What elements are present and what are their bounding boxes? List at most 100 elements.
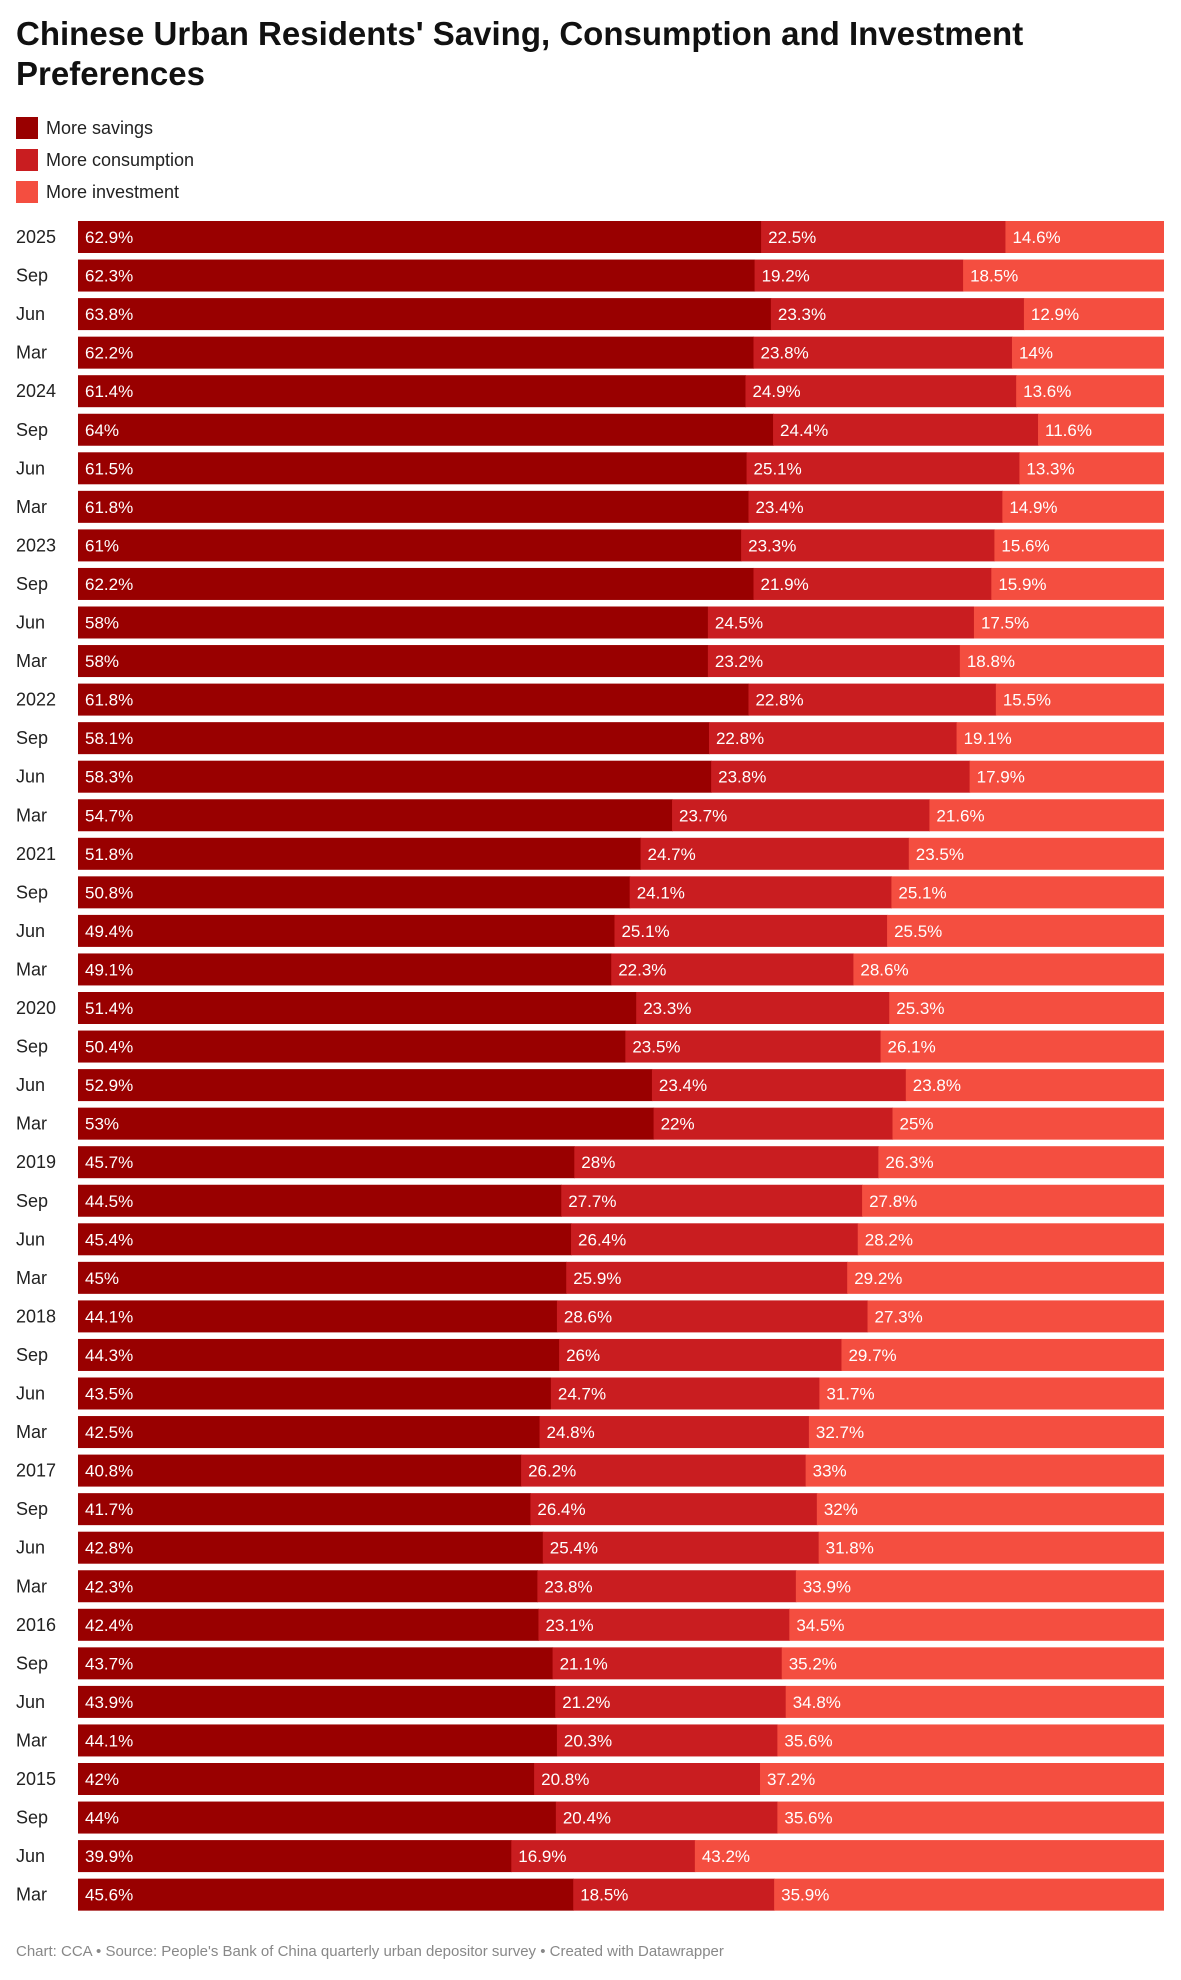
bar-segment-more-investment xyxy=(880,1030,1164,1063)
bar-segment-more-investment xyxy=(956,722,1164,755)
data-label-more-investment: 26.1% xyxy=(888,1038,936,1057)
data-label-more-savings: 44.1% xyxy=(85,1307,133,1326)
bar-row: Sep 44.3% 26% 29.7% xyxy=(16,1338,1164,1371)
bar-segment-more-consumption xyxy=(614,914,888,947)
category-label: 2016 xyxy=(16,1615,56,1635)
bar-segment-more-savings xyxy=(78,1338,560,1371)
legend-swatch-consumption xyxy=(16,149,38,171)
data-label-more-consumption: 26.2% xyxy=(528,1462,576,1481)
data-label-more-investment: 25.5% xyxy=(894,922,942,941)
data-label-more-savings: 44.1% xyxy=(85,1731,133,1750)
bar-segment-more-savings xyxy=(78,1570,538,1603)
bar-segment-more-consumption xyxy=(550,1377,820,1410)
data-label-more-investment: 23.5% xyxy=(916,845,964,864)
bar-row: 2025 62.9% 22.5% 14.6% xyxy=(16,221,1164,253)
bar-segment-more-investment xyxy=(889,992,1164,1024)
bar-row: Jun 63.8% 23.3% 12.9% xyxy=(16,298,1164,331)
data-label-more-savings: 58% xyxy=(85,652,119,671)
bar-segment-more-savings xyxy=(78,1454,522,1487)
category-label: Jun xyxy=(16,1229,45,1249)
legend-item-investment: More investment xyxy=(16,176,194,208)
data-label-more-savings: 42.3% xyxy=(85,1577,133,1596)
data-label-more-consumption: 22.8% xyxy=(755,691,803,710)
data-label-more-savings: 62.9% xyxy=(85,228,133,247)
bar-segment-more-investment xyxy=(908,837,1164,870)
bar-segment-more-savings xyxy=(78,413,774,446)
data-label-more-consumption: 21.1% xyxy=(560,1654,608,1673)
category-label: Mar xyxy=(16,343,47,363)
bar-segment-more-investment xyxy=(808,1416,1164,1449)
data-label-more-savings: 63.8% xyxy=(85,305,133,324)
bar-segment-more-savings xyxy=(78,1685,556,1718)
category-label: Jun xyxy=(16,1692,45,1712)
category-label: Jun xyxy=(16,613,45,633)
bar-segment-more-consumption xyxy=(534,1763,761,1795)
bar-row: Jun 42.8% 25.4% 31.8% xyxy=(16,1531,1164,1564)
data-label-more-investment: 33.9% xyxy=(803,1577,851,1596)
bar-segment-more-savings xyxy=(78,1878,574,1911)
bar-segment-more-consumption xyxy=(640,837,910,870)
bar-row: Jun 45.4% 26.4% 28.2% xyxy=(16,1223,1164,1256)
data-label-more-savings: 42.8% xyxy=(85,1539,133,1558)
data-label-more-consumption: 24.1% xyxy=(637,883,685,902)
data-label-more-savings: 45% xyxy=(85,1269,119,1288)
bar-segment-more-savings xyxy=(78,1069,653,1102)
bar-row: Sep 43.7% 21.1% 35.2% xyxy=(16,1647,1164,1680)
category-label: 2019 xyxy=(16,1152,56,1172)
data-label-more-savings: 62.3% xyxy=(85,267,133,286)
bar-segment-more-savings xyxy=(78,259,756,292)
bar-segment-more-investment xyxy=(795,1570,1164,1603)
data-label-more-savings: 39.9% xyxy=(85,1847,133,1866)
data-label-more-consumption: 22% xyxy=(661,1115,695,1134)
bar-segment-more-consumption xyxy=(561,1184,863,1217)
bar-segment-more-savings xyxy=(78,1801,557,1834)
category-label: Sep xyxy=(16,266,48,286)
bar-segment-more-savings xyxy=(78,298,772,331)
data-label-more-savings: 58% xyxy=(85,614,119,633)
category-label: 2023 xyxy=(16,535,56,555)
data-label-more-consumption: 23.3% xyxy=(748,536,796,555)
data-label-more-consumption: 23.8% xyxy=(718,768,766,787)
bar-segment-more-consumption xyxy=(521,1454,807,1487)
bar-segment-more-savings xyxy=(78,992,637,1024)
bar-row: Jun 58% 24.5% 17.5% xyxy=(16,606,1164,639)
bar-segment-more-investment xyxy=(785,1685,1164,1718)
data-label-more-consumption: 23.2% xyxy=(715,652,763,671)
data-label-more-consumption: 25.9% xyxy=(573,1269,621,1288)
bar-row: Sep 44.5% 27.7% 27.8% xyxy=(16,1184,1164,1217)
data-label-more-investment: 19.1% xyxy=(964,729,1012,748)
data-label-more-savings: 64% xyxy=(85,421,119,440)
bar-segment-more-savings xyxy=(78,1300,558,1333)
bar-segment-more-consumption xyxy=(761,221,1007,253)
bar-segment-more-investment xyxy=(781,1647,1164,1680)
bar-row: Mar 45% 25.9% 29.2% xyxy=(16,1261,1164,1294)
data-label-more-investment: 27.3% xyxy=(875,1307,923,1326)
category-label: 2015 xyxy=(16,1769,56,1789)
bar-row: 2018 44.1% 28.6% 27.3% xyxy=(16,1300,1164,1333)
data-label-more-investment: 15.9% xyxy=(998,575,1046,594)
bar-row: Jun 43.9% 21.2% 34.8% xyxy=(16,1685,1164,1718)
data-label-more-savings: 45.4% xyxy=(85,1230,133,1249)
bar-row: 2021 51.8% 24.7% 23.5% xyxy=(16,837,1164,870)
bar-segment-more-consumption xyxy=(741,529,996,562)
data-label-more-investment: 18.5% xyxy=(970,267,1018,286)
category-label: Sep xyxy=(16,882,48,902)
bar-segment-more-investment xyxy=(816,1493,1164,1526)
data-label-more-savings: 45.6% xyxy=(85,1886,133,1905)
legend-label-consumption: More consumption xyxy=(46,149,195,170)
bar-segment-more-investment xyxy=(995,683,1164,716)
bar-segment-more-savings xyxy=(78,1416,541,1449)
bar-row: Jun 39.9% 16.9% 43.2% xyxy=(16,1840,1164,1873)
bar-segment-more-consumption xyxy=(629,876,893,909)
bar-row: Sep 41.7% 26.4% 32% xyxy=(16,1493,1164,1526)
bar-segment-more-savings xyxy=(78,336,755,369)
bar-row: 2022 61.8% 22.8% 15.5% xyxy=(16,683,1164,716)
data-label-more-investment: 28.6% xyxy=(860,960,908,979)
bar-segment-more-consumption xyxy=(651,1069,907,1102)
data-label-more-savings: 41.7% xyxy=(85,1500,133,1519)
bar-segment-more-consumption xyxy=(672,799,931,832)
category-label: Mar xyxy=(16,1885,47,1905)
data-label-more-investment: 35.6% xyxy=(784,1731,832,1750)
bar-segment-more-consumption xyxy=(770,298,1025,331)
category-label: 2018 xyxy=(16,1306,56,1326)
